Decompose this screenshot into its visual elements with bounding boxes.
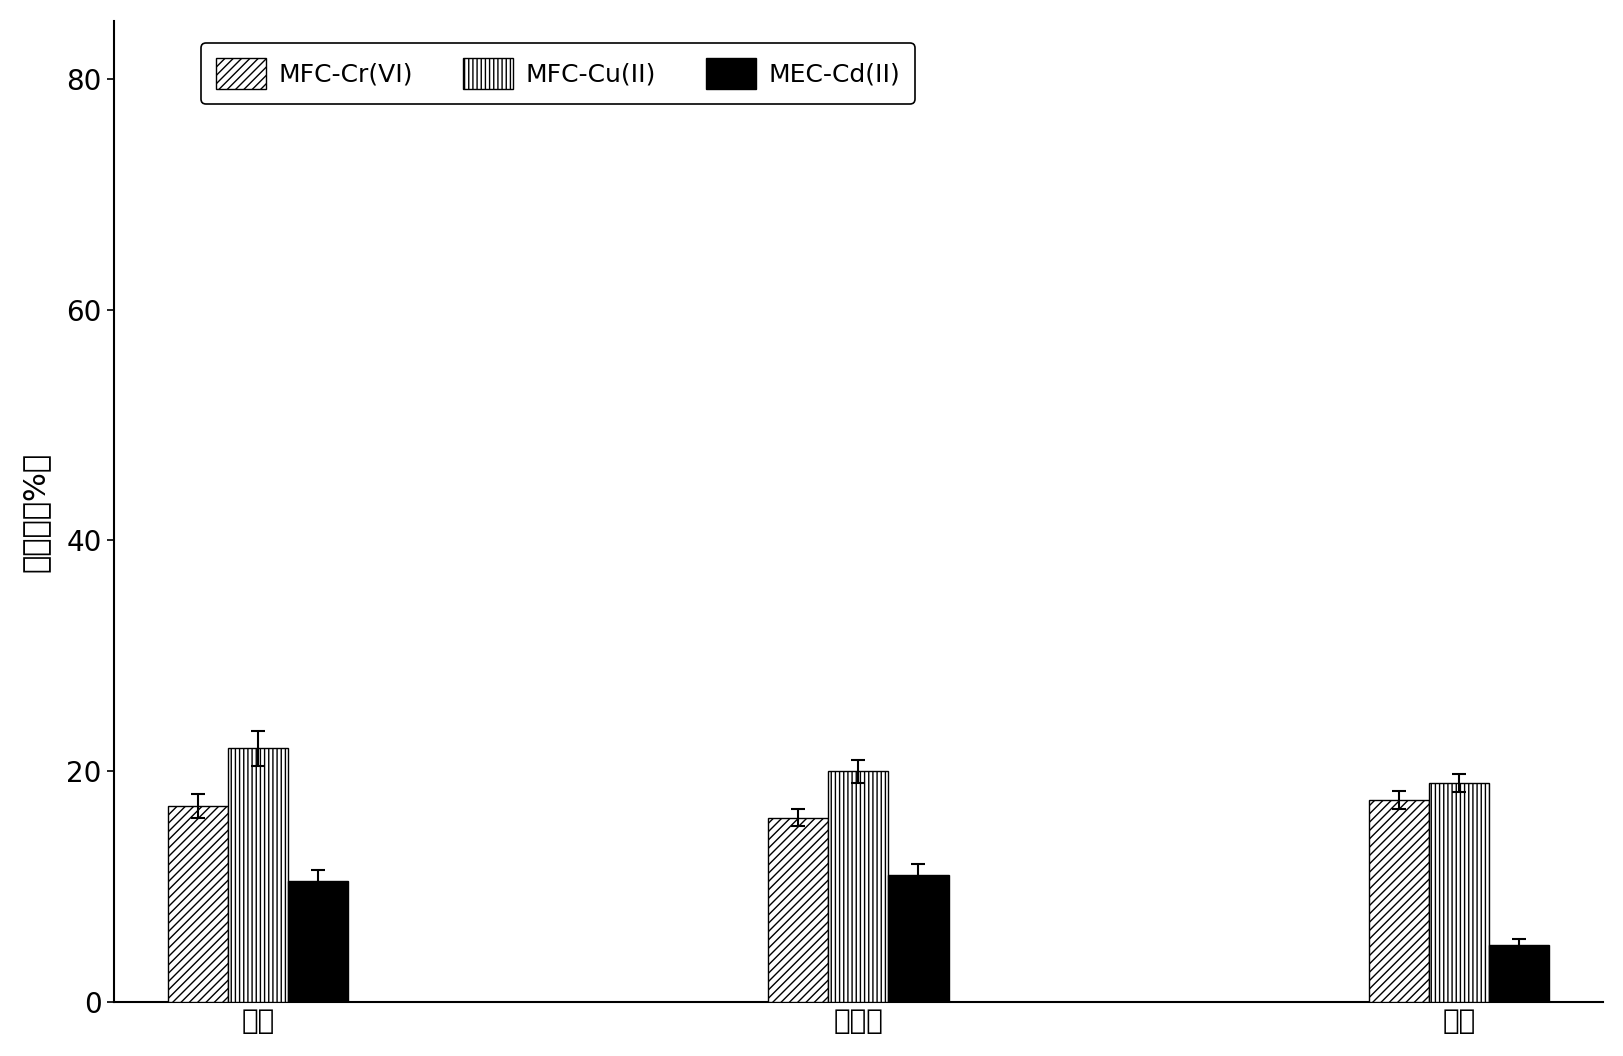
Bar bbox=[227, 749, 287, 1002]
Legend: MFC-Cr(VI), MFC-Cu(II), MEC-Cd(II): MFC-Cr(VI), MFC-Cu(II), MEC-Cd(II) bbox=[201, 43, 914, 103]
Bar bbox=[287, 881, 347, 1002]
Bar bbox=[1488, 944, 1548, 1002]
Bar bbox=[167, 806, 227, 1002]
Bar bbox=[888, 875, 948, 1002]
Bar bbox=[768, 817, 828, 1002]
Bar bbox=[1428, 782, 1488, 1002]
Bar bbox=[1368, 800, 1428, 1002]
Bar bbox=[828, 771, 888, 1002]
Y-axis label: 去除率（%）: 去除率（%） bbox=[21, 452, 50, 571]
